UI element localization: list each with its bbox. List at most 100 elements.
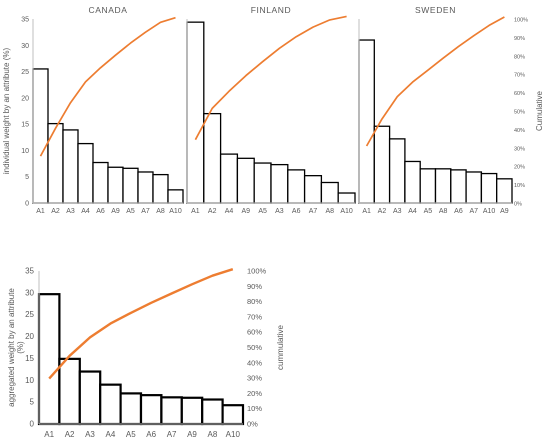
bar-A2 xyxy=(203,112,222,204)
bar-A2 xyxy=(373,125,391,204)
y2-axis-title: cummulative xyxy=(276,325,285,370)
y2-tick-label: 60% xyxy=(247,328,262,337)
bar-A6 xyxy=(139,394,163,426)
bar-A1 xyxy=(358,39,375,204)
bar-A3 xyxy=(62,129,79,204)
x-tick-label: A3 xyxy=(66,208,75,215)
y-tick-label: 25 xyxy=(25,310,34,319)
y-tick-label: 35 xyxy=(25,267,34,276)
y-tick-label: 30 xyxy=(21,43,29,50)
y-axis-title: individual weight by an attribute (%) xyxy=(2,48,11,175)
x-tick-label: A4 xyxy=(106,430,116,439)
y-tick-label: 10 xyxy=(21,148,29,155)
bar-A6 xyxy=(450,169,467,204)
bar-A10 xyxy=(221,404,245,426)
x-tick-label: A7 xyxy=(469,208,478,215)
x-tick-label: A9 xyxy=(500,208,509,215)
x-tick-label: A9 xyxy=(111,208,120,215)
bar-A2 xyxy=(47,122,64,204)
x-tick-label: A2 xyxy=(65,430,75,439)
bar-A9 xyxy=(107,166,124,204)
bar-A8 xyxy=(434,168,452,204)
x-tick-label: A5 xyxy=(258,208,267,215)
y2-tick-label: 50% xyxy=(247,343,262,352)
x-tick-label: A6 xyxy=(96,208,105,215)
y-tick-label: 20 xyxy=(21,95,29,102)
y2-tick-label: 40% xyxy=(247,358,262,367)
y2-tick-label: 70% xyxy=(247,312,262,321)
bar-A2 xyxy=(58,357,81,426)
x-tick-label: A7 xyxy=(167,430,177,439)
x-tick-label: A5 xyxy=(126,208,135,215)
y2-tick-label: 90% xyxy=(514,36,525,42)
x-tick-label: A4 xyxy=(408,208,417,215)
x-tick-label: A5 xyxy=(126,430,136,439)
y2-tick-label: 100% xyxy=(247,267,267,276)
bar-A7 xyxy=(137,171,154,204)
y2-tick-label: 0% xyxy=(247,420,258,429)
y2-tick-label: 50% xyxy=(514,110,525,116)
chart-2: SWEDEN A1 A2 A3 A4 A5 A8 A6 A7 A10 A9 0% 10% 20% 30% 40… xyxy=(358,5,544,215)
y-tick-label: 25 xyxy=(21,69,29,76)
bar-A6 xyxy=(287,169,306,204)
y2-tick-label: 100% xyxy=(514,18,528,24)
bar-A3 xyxy=(388,138,406,204)
bar-A5 xyxy=(253,162,272,204)
bar-A5 xyxy=(122,167,139,204)
bar-A6 xyxy=(92,161,109,204)
y2-tick-label: 80% xyxy=(247,297,262,306)
bar-A4 xyxy=(219,153,239,204)
y-tick-label: 5 xyxy=(30,398,35,407)
x-tick-label: A6 xyxy=(146,430,156,439)
y-tick-label: 10 xyxy=(25,376,34,385)
y2-tick-label: 40% xyxy=(514,128,525,134)
x-tick-label: A10 xyxy=(226,430,241,439)
x-tick-label: A8 xyxy=(439,208,448,215)
y2-tick-label: 20% xyxy=(247,389,262,398)
bar-A3 xyxy=(270,163,289,204)
y-tick-label: 15 xyxy=(21,122,29,129)
bar-A8 xyxy=(152,173,169,204)
y2-tick-label: 70% xyxy=(514,73,525,79)
y-tick-label: 0 xyxy=(25,201,29,208)
bar-A3 xyxy=(78,370,102,426)
x-tick-label: A3 xyxy=(275,208,284,215)
bar-A4 xyxy=(77,142,94,204)
y-tick-label: 20 xyxy=(25,332,34,341)
x-tick-label: A9 xyxy=(187,430,197,439)
x-tick-label: A2 xyxy=(208,208,217,215)
cumulative-line xyxy=(39,16,176,157)
y2-tick-label: 90% xyxy=(247,282,262,291)
x-tick-label: A7 xyxy=(141,208,150,215)
bar-A1 xyxy=(186,21,205,204)
y2-tick-label: 20% xyxy=(514,165,525,171)
x-tick-label: A1 xyxy=(36,208,45,215)
bar-A8 xyxy=(201,398,224,426)
x-tick-label: A6 xyxy=(454,208,463,215)
x-tick-label: A1 xyxy=(362,208,371,215)
bar-A4 xyxy=(99,383,122,426)
bar-A1 xyxy=(37,293,61,426)
bar-A5 xyxy=(119,392,143,426)
bar-A4 xyxy=(404,160,421,204)
x-tick-label: A9 xyxy=(242,208,251,215)
cumulative-line xyxy=(48,268,234,380)
x-tick-label: A4 xyxy=(81,208,90,215)
y2-tick-label: 60% xyxy=(514,91,525,97)
x-tick-label: A10 xyxy=(169,208,182,215)
chart-0: CANADA A1 A2 A3 A4 A6 A9 A5 A7 A8 A10 0 5 10 15 20 25 30 3… xyxy=(2,5,184,215)
y2-tick-label: 0% xyxy=(514,202,522,208)
bar-A7 xyxy=(465,171,483,204)
x-tick-label: A8 xyxy=(156,208,165,215)
x-tick-label: A2 xyxy=(378,208,387,215)
cumulative-line xyxy=(365,16,505,147)
y-tick-label: 35 xyxy=(21,17,29,24)
bar-A10 xyxy=(480,172,498,204)
chart-title: CANADA xyxy=(88,5,127,15)
x-tick-label: A7 xyxy=(309,208,318,215)
chart-1: FINLAND A1 A2 A4 A9 A5 A3 A6 A7 A8 A10 xyxy=(186,5,356,215)
chart-title: FINLAND xyxy=(251,5,292,15)
x-tick-label: A3 xyxy=(393,208,402,215)
bar-A7 xyxy=(160,396,183,426)
